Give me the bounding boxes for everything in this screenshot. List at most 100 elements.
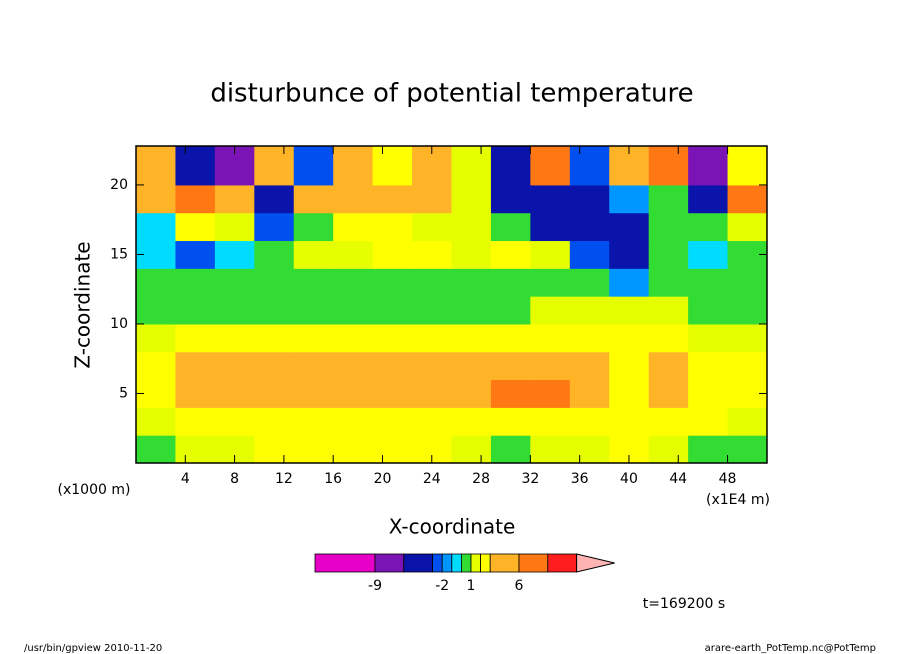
field-cell — [530, 323, 571, 353]
field-cell — [333, 435, 374, 464]
colorbar-segment — [314, 553, 376, 573]
field-cell — [293, 268, 334, 297]
x-tick-label: 40 — [620, 471, 638, 487]
field-cell — [530, 184, 571, 214]
field-cell — [451, 435, 492, 464]
colorbar-arrow — [576, 553, 615, 573]
x-units: (x1E4 m) — [706, 492, 770, 508]
field-cell — [372, 184, 413, 214]
x-tick-label: 36 — [571, 471, 589, 487]
field-cell — [136, 407, 176, 436]
field-cell — [136, 323, 176, 353]
field-cell — [490, 184, 531, 214]
field-cell — [490, 268, 531, 297]
field-cell — [530, 379, 571, 408]
field-cell — [412, 323, 452, 353]
x-tick-label: 16 — [324, 471, 342, 487]
field-cell — [490, 212, 531, 242]
field-cell — [333, 268, 374, 297]
field-cell — [609, 268, 650, 297]
field-cell — [609, 323, 650, 353]
field-cell — [648, 212, 689, 242]
field-cell — [648, 379, 689, 408]
field-cell — [490, 296, 531, 325]
field-cell — [530, 146, 571, 186]
field-cell — [688, 268, 729, 297]
field-cell — [451, 296, 492, 325]
field-cell — [727, 268, 768, 297]
field-cell — [412, 268, 452, 297]
field-cell — [648, 435, 689, 464]
field-cell — [530, 296, 571, 325]
colorbar-label: 6 — [515, 578, 524, 594]
colorbar-segment — [547, 553, 577, 573]
field-cell — [214, 296, 255, 325]
field-cell — [372, 351, 413, 381]
y-tick-label: 20 — [110, 177, 128, 193]
field-cell — [333, 379, 374, 408]
x-tick-label: 48 — [719, 471, 737, 487]
field-cell — [175, 351, 216, 381]
field-cell — [175, 268, 216, 297]
field-cell — [727, 407, 768, 436]
field-cell — [727, 323, 768, 353]
chart-title: disturbunce of potential temperature — [210, 79, 693, 109]
field-cell — [214, 240, 255, 269]
field-cell — [490, 435, 531, 464]
field-cell — [214, 407, 255, 436]
field-cell — [293, 184, 334, 214]
field-cell — [569, 212, 610, 242]
field-cell — [530, 212, 571, 242]
field-cell — [175, 296, 216, 325]
colorbar-segment — [432, 553, 443, 573]
field-cell — [569, 240, 610, 269]
field-cell — [569, 435, 610, 464]
field-cell — [412, 351, 452, 381]
x-tick-label: 8 — [230, 471, 239, 487]
field-cell — [136, 212, 176, 242]
field-cell — [254, 323, 295, 353]
field-cell — [609, 184, 650, 214]
field-cell — [727, 296, 768, 325]
field-cell — [372, 296, 413, 325]
field-cell — [214, 379, 255, 408]
field-cell — [727, 146, 768, 186]
field-cell — [254, 212, 295, 242]
x-tick-label: 28 — [472, 471, 490, 487]
field-cell — [490, 407, 531, 436]
x-tick-label: 4 — [181, 471, 190, 487]
field-cell — [530, 240, 571, 269]
field-cell — [293, 351, 334, 381]
field-cell — [333, 240, 374, 269]
field-cell — [293, 146, 334, 186]
colorbar-segment — [374, 553, 405, 573]
field-cell — [372, 268, 413, 297]
field-cell — [648, 351, 689, 381]
field-cell — [648, 240, 689, 269]
field-cell — [609, 407, 650, 436]
field-cell — [688, 146, 729, 186]
field-cell — [136, 268, 176, 297]
field-cell — [688, 240, 729, 269]
field-cell — [214, 268, 255, 297]
field-cell — [648, 407, 689, 436]
field-cell — [136, 435, 176, 464]
field-cell — [609, 240, 650, 269]
plot-frame — [135, 145, 768, 464]
footer-left: /usr/bin/gpview 2010-11-20 — [24, 643, 162, 654]
field-cell — [412, 407, 452, 436]
colorbar-segment — [441, 553, 453, 573]
field-cell — [451, 268, 492, 297]
x-tick-label: 32 — [521, 471, 539, 487]
field-cell — [254, 407, 295, 436]
colorbar-segment — [460, 553, 472, 573]
colorbar-segment — [518, 553, 549, 573]
field-cell — [293, 435, 334, 464]
field-cell — [490, 323, 531, 353]
field-cell — [648, 268, 689, 297]
colorbar-segment — [403, 553, 433, 573]
field-cell — [293, 379, 334, 408]
field-cell — [688, 323, 729, 353]
field-cell — [609, 379, 650, 408]
